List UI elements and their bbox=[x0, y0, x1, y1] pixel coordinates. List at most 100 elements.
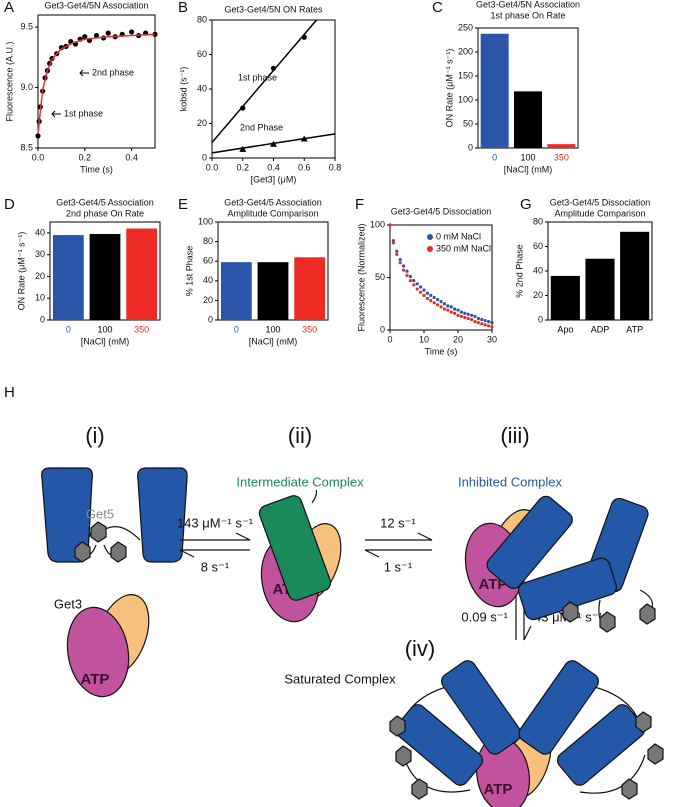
panel-label: F bbox=[355, 196, 364, 213]
point bbox=[436, 297, 440, 302]
x-tick-label: ADP bbox=[591, 324, 610, 334]
bar bbox=[294, 257, 326, 320]
fit-line bbox=[211, 19, 318, 143]
bar bbox=[480, 33, 509, 149]
y-tick-label: 0 bbox=[380, 324, 385, 334]
x-axis-label: [NaCl] (mM) bbox=[81, 336, 130, 346]
point bbox=[82, 34, 88, 40]
annotation: 2nd Phase bbox=[240, 122, 283, 132]
panel-label: D bbox=[4, 196, 15, 213]
y-tick-label: 60 bbox=[203, 256, 213, 266]
point bbox=[487, 324, 491, 328]
y-axis-label: kobsd (s⁻¹) bbox=[178, 67, 188, 112]
x-tick-label: 0 bbox=[66, 324, 71, 334]
point bbox=[459, 310, 463, 314]
x-tick-label: 100 bbox=[265, 324, 280, 334]
y-tick-label: 40 bbox=[533, 265, 543, 275]
point bbox=[449, 310, 453, 314]
point bbox=[490, 325, 494, 329]
y-axis-label: ON Rate (μM⁻¹ s⁻¹) bbox=[444, 49, 454, 128]
point bbox=[422, 293, 426, 297]
bar bbox=[547, 144, 576, 148]
fit-line bbox=[37, 33, 156, 134]
state-i bbox=[41, 467, 188, 698]
state-numeral: (i) bbox=[85, 423, 105, 448]
x-tick-label: 30 bbox=[487, 334, 497, 344]
y-tick-label: 30 bbox=[35, 249, 45, 259]
legend-marker bbox=[427, 246, 433, 252]
point bbox=[470, 313, 474, 317]
y-tick-label: 40 bbox=[35, 227, 45, 237]
point bbox=[466, 312, 470, 316]
complex-label: Intermediate Complex bbox=[236, 474, 364, 489]
y-tick-label: 0 bbox=[468, 142, 473, 152]
y-axis-label: ON Rate (μM⁻¹ s⁻¹) bbox=[16, 232, 26, 311]
y-tick-label: 9.5 bbox=[20, 21, 33, 31]
x-tick-label: 10 bbox=[419, 334, 429, 344]
point bbox=[476, 321, 480, 325]
point bbox=[453, 311, 457, 315]
x-tick-label: 350 bbox=[302, 324, 317, 334]
rate-label: 1 s⁻¹ bbox=[384, 559, 413, 574]
bar bbox=[220, 262, 252, 320]
bar bbox=[126, 228, 158, 320]
point bbox=[398, 261, 402, 265]
point bbox=[487, 320, 491, 324]
y-tick-label: 60 bbox=[533, 241, 543, 251]
point bbox=[436, 303, 440, 307]
x-tick-label: 0.0 bbox=[32, 152, 45, 162]
y-tick-label: 0 bbox=[202, 152, 207, 162]
y-axis-label: Fluorescence (Normalized) bbox=[356, 223, 366, 331]
point bbox=[476, 316, 480, 321]
chart-title: 1st phase On Rate bbox=[490, 10, 565, 20]
y-tick-label: 100 bbox=[370, 219, 385, 229]
point bbox=[395, 252, 399, 256]
panel: F Get3-Get4/5 Dissociation050100Fluoresce… bbox=[355, 196, 497, 356]
rate-label: 0.09 s⁻¹ bbox=[461, 609, 508, 624]
y-tick-label: 100 bbox=[198, 216, 213, 226]
nucleotide: ATP bbox=[484, 781, 513, 798]
x-tick-label: 0 bbox=[492, 152, 497, 162]
bar bbox=[89, 233, 121, 320]
x-tick-label: 350 bbox=[554, 152, 569, 162]
point bbox=[446, 308, 450, 312]
x-tick-label: 0.6 bbox=[298, 162, 311, 172]
state-iv-get4 bbox=[394, 660, 646, 786]
fit-line bbox=[211, 133, 336, 154]
bar bbox=[550, 275, 580, 320]
point bbox=[415, 282, 419, 286]
x-tick-label: 0.2 bbox=[79, 152, 92, 162]
point bbox=[391, 241, 395, 245]
bar bbox=[620, 231, 650, 320]
point bbox=[490, 321, 494, 325]
y-tick-label: 9.0 bbox=[20, 82, 33, 92]
point bbox=[459, 314, 463, 318]
bar bbox=[52, 235, 84, 320]
y-tick-label: 20 bbox=[203, 295, 213, 305]
y-tick-label: 80 bbox=[203, 236, 213, 246]
point bbox=[442, 307, 446, 311]
point bbox=[402, 268, 406, 272]
x-axis-label: [NaCl] (mM) bbox=[249, 336, 298, 346]
y-tick-label: 50 bbox=[375, 272, 385, 282]
free-get45 bbox=[517, 497, 656, 633]
point bbox=[405, 273, 409, 277]
chart-title: Amplitude Comparison bbox=[227, 208, 318, 218]
annotation: 2nd phase bbox=[92, 67, 134, 77]
annotation-arrow bbox=[79, 69, 89, 77]
point bbox=[395, 249, 399, 253]
y-tick-label: 40 bbox=[203, 275, 213, 285]
chart-title: Get3-Get4/5 Dissociation bbox=[550, 197, 651, 207]
point bbox=[240, 105, 246, 111]
y-tick-label: 20 bbox=[35, 271, 45, 281]
x-tick-label: 0.8 bbox=[329, 162, 342, 172]
bar bbox=[585, 258, 615, 320]
point bbox=[425, 296, 429, 301]
point bbox=[473, 320, 477, 324]
x-axis-label: Time (s) bbox=[80, 164, 113, 174]
rate-label: 12 s⁻¹ bbox=[380, 515, 416, 530]
y-tick-label: 100 bbox=[458, 94, 473, 104]
point bbox=[480, 322, 484, 326]
